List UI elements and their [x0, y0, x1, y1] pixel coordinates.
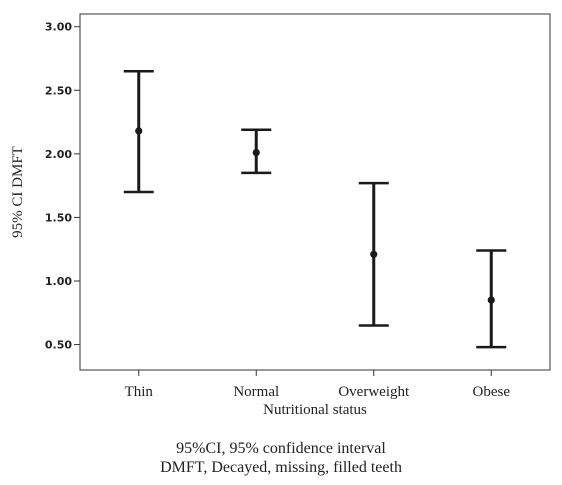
y-axis: 0.50 1.00 1.50 2.00 2.50 3.00 — [45, 21, 80, 352]
x-axis: Thin Normal Overweight Obese — [125, 370, 511, 400]
error-bar-normal — [241, 128, 272, 175]
x-tick-label: Normal — [233, 384, 279, 400]
y-tick-label: 3.00 — [45, 21, 72, 34]
y-tick-label: 2.50 — [45, 84, 72, 97]
x-tick-label: Obese — [473, 384, 511, 400]
mean-point — [487, 296, 495, 304]
y-tick-label: 1.00 — [45, 275, 72, 288]
mean-point — [135, 127, 143, 135]
mean-point — [370, 250, 378, 258]
mean-point — [252, 148, 260, 157]
error-bar-obese — [476, 249, 507, 349]
y-axis-title: 95% CI DMFT — [10, 146, 26, 238]
plot-frame — [79, 13, 551, 371]
y-tick-label: 1.50 — [45, 211, 72, 224]
y-tick-label: 2.00 — [45, 148, 72, 161]
error-bar-thin — [123, 69, 154, 194]
footnote-ci: 95%CI, 95% confidence interval — [176, 440, 386, 457]
x-tick-label: Overweight — [338, 384, 410, 400]
x-axis-title: Nutritional status — [263, 402, 367, 418]
error-bar-overweight — [358, 181, 389, 327]
y-tick-label: 0.50 — [45, 339, 72, 352]
x-tick-label: Thin — [125, 384, 154, 400]
footnote-dmft: DMFT, Decayed, missing, filled teeth — [160, 459, 402, 476]
error-bars — [123, 69, 507, 349]
